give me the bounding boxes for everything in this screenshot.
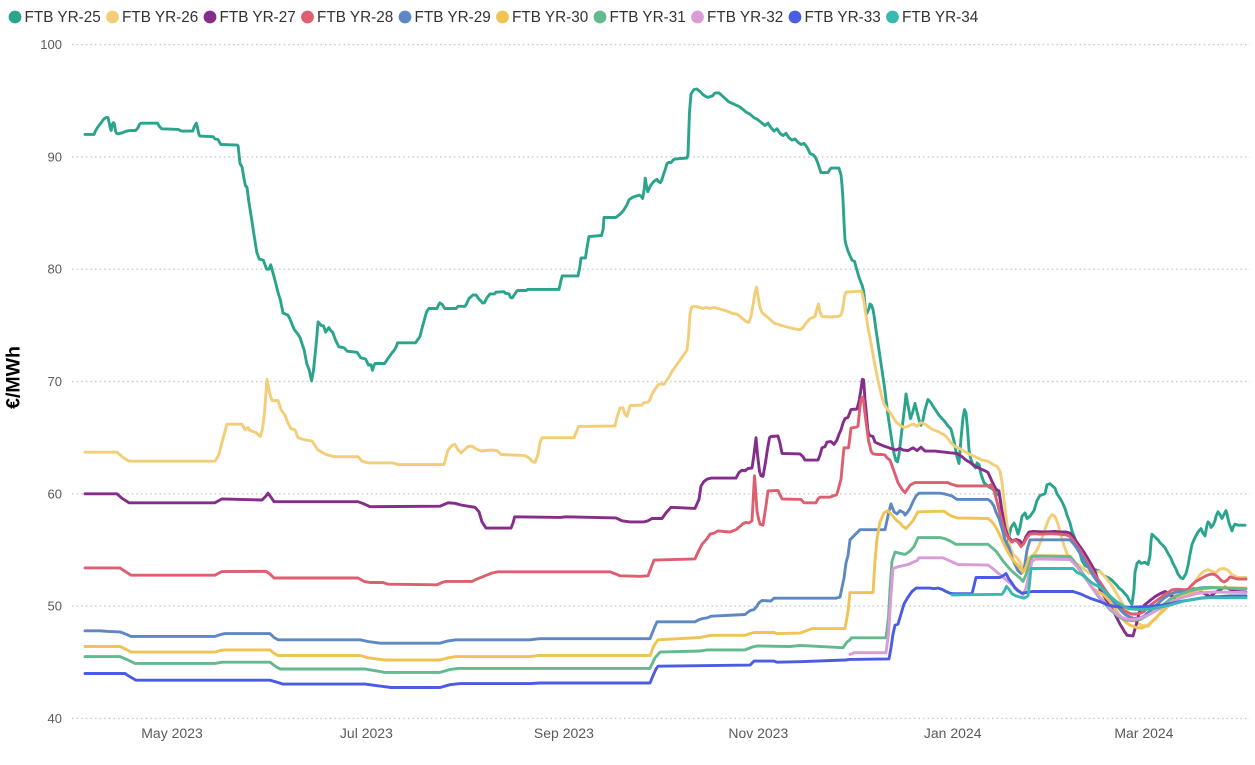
- svg-text:100: 100: [40, 37, 62, 52]
- svg-text:FTB YR-29: FTB YR-29: [415, 9, 491, 26]
- svg-text:FTB YR-33: FTB YR-33: [805, 9, 881, 26]
- svg-text:FTB YR-34: FTB YR-34: [902, 9, 979, 26]
- svg-text:May 2023: May 2023: [141, 725, 203, 741]
- svg-text:€/MWh: €/MWh: [3, 346, 25, 409]
- svg-text:Mar 2024: Mar 2024: [1114, 725, 1173, 741]
- svg-text:FTB YR-30: FTB YR-30: [512, 9, 588, 26]
- svg-text:90: 90: [48, 149, 62, 164]
- svg-text:FTB YR-32: FTB YR-32: [707, 9, 783, 26]
- svg-text:Sep 2023: Sep 2023: [534, 725, 594, 741]
- svg-text:80: 80: [48, 262, 62, 277]
- svg-text:Jan 2024: Jan 2024: [924, 725, 982, 741]
- svg-text:FTB YR-28: FTB YR-28: [317, 9, 393, 26]
- svg-text:70: 70: [48, 374, 62, 389]
- svg-text:FTB YR-25: FTB YR-25: [25, 9, 101, 26]
- svg-text:Jul 2023: Jul 2023: [340, 725, 393, 741]
- svg-text:FTB YR-31: FTB YR-31: [610, 9, 686, 26]
- svg-text:FTB YR-26: FTB YR-26: [122, 9, 198, 26]
- svg-text:40: 40: [48, 711, 62, 726]
- svg-text:Nov 2023: Nov 2023: [728, 725, 788, 741]
- svg-text:50: 50: [48, 599, 62, 614]
- svg-text:60: 60: [48, 486, 62, 501]
- svg-text:FTB YR-27: FTB YR-27: [220, 9, 296, 26]
